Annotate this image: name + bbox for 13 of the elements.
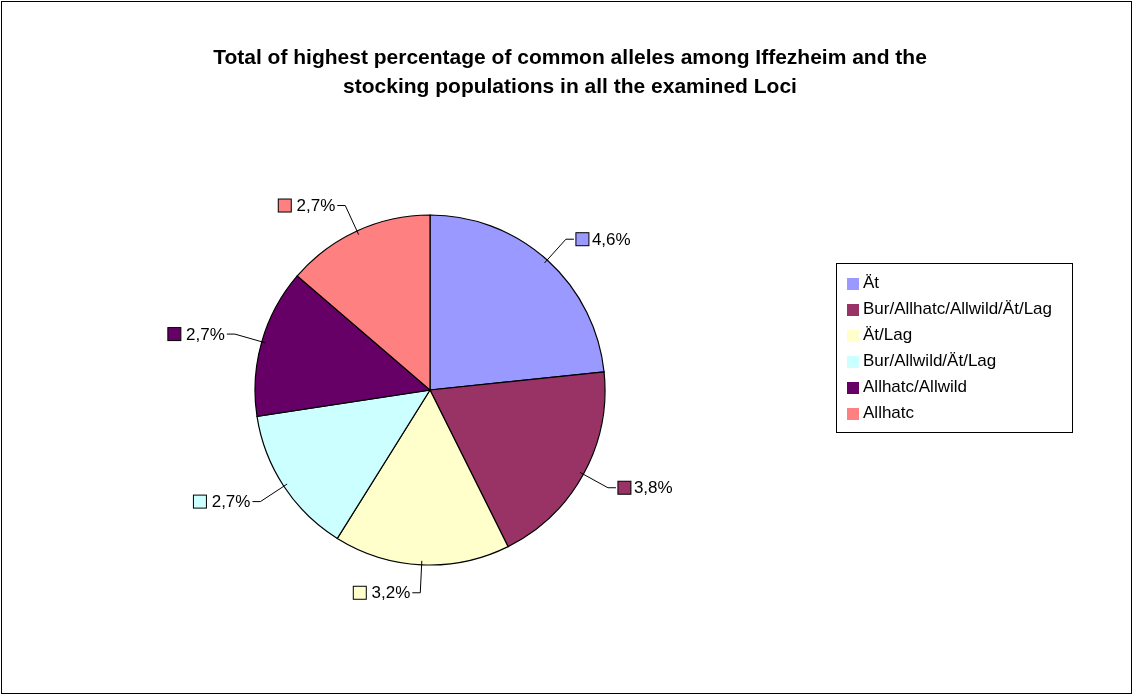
data-label: 3,2% — [371, 583, 411, 603]
legend-label: Bur/Allwild/Ät/Lag — [863, 350, 997, 370]
chart-title: Total of highest percentage of common alleles among Iffezheim and the stocking populations in all the examined Loci — [212, 44, 928, 99]
data-label: 2,7% — [211, 492, 251, 512]
legend-label: Bur/Allhatc/Allwild/Ät/Lag — [863, 298, 1052, 318]
legend-label: Ät/Lag — [863, 324, 913, 344]
data-label: 2,7% — [296, 196, 336, 216]
legend-label: Allhatc/Allwild — [863, 376, 967, 396]
data-label: 2,7% — [186, 324, 225, 344]
legend-label: Allhatc — [863, 402, 915, 422]
data-label: 4,6% — [591, 229, 631, 249]
data-label: 3,8% — [633, 478, 673, 498]
legend-label: Ät — [863, 272, 880, 292]
